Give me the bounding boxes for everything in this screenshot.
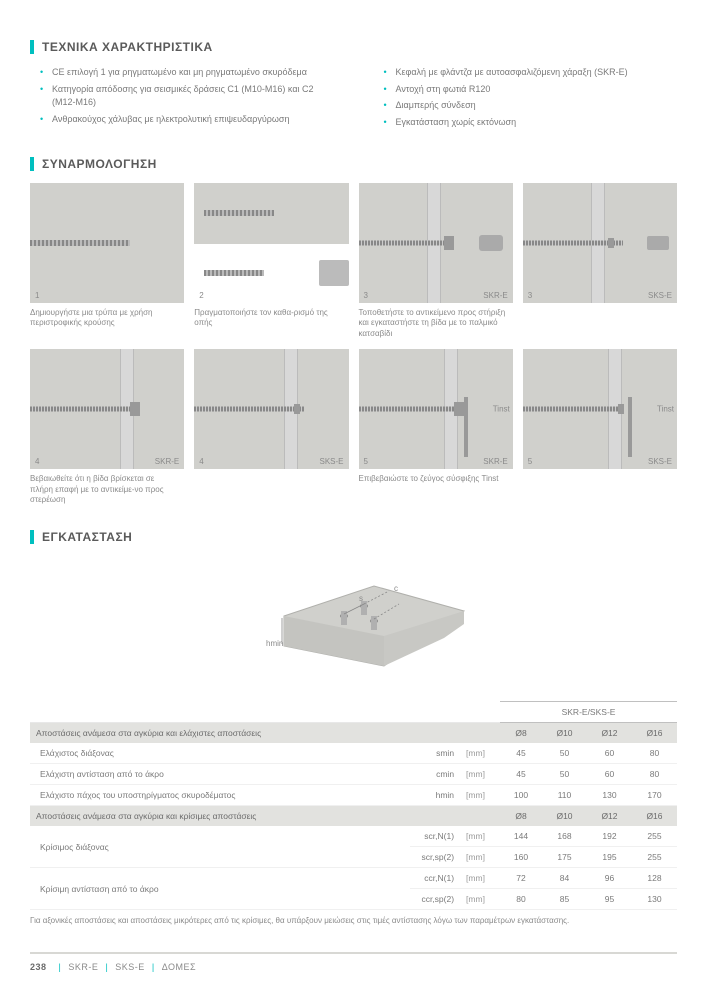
- feature-item: Ανθρακούχος χάλυβας με ηλεκτρολυτική επι…: [40, 113, 334, 127]
- features-title: ΤΕΧΝΙΚΑ ΧΑΡΑΚΤΗΡΙΣΤΙΚΑ: [42, 40, 213, 54]
- table-header-row: SKR-E/SKS-E: [30, 702, 677, 723]
- feature-item: Αντοχή στη φωτιά R120: [384, 83, 678, 97]
- step-3b-image: 3 SKS-E: [523, 183, 677, 303]
- table-section-row: Αποστάσεις ανάμεσα στα αγκύρια και ελάχι…: [30, 723, 677, 744]
- footer-sep-icon: |: [152, 962, 155, 972]
- feature-item: Διαμπερής σύνδεση: [384, 99, 678, 113]
- page-footer: 238 | SKR-E | SKS-E | ΔΟΜΕΣ: [30, 952, 677, 972]
- step-label: SKR-E: [483, 457, 507, 466]
- step-number: 4: [199, 457, 203, 466]
- installation-section: ΕΓΚΑΤΑΣΤΑΣΗ c s hmin SKR-E/SKS-E: [30, 530, 677, 926]
- section-title: Αποστάσεις ανάμεσα στα αγκύρια και ελάχι…: [30, 723, 410, 744]
- tinst-label: Tinst: [493, 405, 510, 414]
- step-2-caption: Πραγματοποιήστε τον καθα-ρισμό της οπής: [194, 308, 348, 329]
- assembly-grid: 1 Δημιουργήστε μια τρύπα με χρήση περιστ…: [30, 183, 677, 505]
- table-row: Ελάχιστη αντίσταση από το άκρο cmin [mm]…: [30, 764, 677, 785]
- features-header: ΤΕΧΝΙΚΑ ΧΑΡΑΚΤΗΡΙΣΤΙΚΑ: [30, 40, 677, 54]
- step-5a-image: Tinst 5 SKR-E: [359, 349, 513, 469]
- footer-part: SKS-E: [115, 962, 145, 972]
- step-number: 3: [364, 291, 368, 300]
- step-number: 4: [35, 457, 39, 466]
- feature-item: CE επιλογή 1 για ρηγματωμένο και μη ρηγμ…: [40, 66, 334, 80]
- spec-table: SKR-E/SKS-E Αποστάσεις ανάμεσα στα αγκύρ…: [30, 701, 677, 910]
- assembly-step-4b: 4 SKS-E: [194, 349, 348, 505]
- step-3-caption: Τοποθετήστε το αντικείμενο προς στήριξη …: [359, 308, 513, 339]
- installation-title: ΕΓΚΑΤΑΣΤΑΣΗ: [42, 530, 132, 544]
- table-section-row: Αποστάσεις ανάμεσα στα αγκύρια και κρίσι…: [30, 806, 677, 827]
- section-title: Αποστάσεις ανάμεσα στα αγκύρια και κρίσι…: [30, 806, 410, 827]
- step-label: SKS-E: [319, 457, 343, 466]
- features-section: ΤΕΧΝΙΚΑ ΧΑΡΑΚΤΗΡΙΣΤΙΚΑ CE επιλογή 1 για …: [30, 40, 677, 132]
- step-number: 5: [528, 457, 532, 466]
- footer-sep-icon: |: [105, 962, 108, 972]
- step-number: 5: [364, 457, 368, 466]
- step-number: 1: [35, 291, 39, 300]
- footer-part: ΔΟΜΕΣ: [162, 962, 196, 972]
- table-footnote: Για αξονικές αποστάσεις και αποστάσεις μ…: [30, 915, 677, 926]
- step-number: 2: [199, 291, 203, 300]
- assembly-header: ΣΥΝΑΡΜΟΛΟΓΗΣΗ: [30, 157, 677, 171]
- step-1-caption: Δημιουργήστε μια τρύπα με χρήση περιστρο…: [30, 308, 184, 329]
- step-number: 3: [528, 291, 532, 300]
- assembly-title: ΣΥΝΑΡΜΟΛΟΓΗΣΗ: [42, 157, 157, 171]
- diagram-label-c: c: [394, 584, 398, 593]
- diagram-label-hmin: hmin: [266, 639, 283, 648]
- concrete-block-icon: c s hmin: [234, 556, 474, 686]
- feature-item: Εγκατάσταση χωρίς εκτόνωση: [384, 116, 678, 130]
- step-5-caption: Επιβεβαιώστε το ζεύγος σύσφιξης Tinst: [359, 474, 513, 484]
- table-row: Ελάχιστο πάχος του υποστηρίγματος σκυροδ…: [30, 785, 677, 806]
- table-row: Κρίσιμος διάξονας scr,N(1) [mm] 144 168 …: [30, 826, 677, 847]
- step-label: SKR-E: [483, 291, 507, 300]
- assembly-section: ΣΥΝΑΡΜΟΛΟΓΗΣΗ 1 Δημιουργήστε μια τρύπα μ…: [30, 157, 677, 505]
- step-label: SKS-E: [648, 457, 672, 466]
- assembly-row: 1 Δημιουργήστε μια τρύπα με χρήση περιστ…: [30, 183, 677, 339]
- product-header: SKR-E/SKS-E: [500, 702, 677, 723]
- assembly-step-1: 1 Δημιουργήστε μια τρύπα με χρήση περιστ…: [30, 183, 184, 339]
- page-number: 238: [30, 962, 47, 972]
- accent-bar-icon: [30, 40, 34, 54]
- feature-item: Κεφαλή με φλάντζα με αυτοασφαλιζόμενη χά…: [384, 66, 678, 80]
- accent-bar-icon: [30, 157, 34, 171]
- features-col-right: Κεφαλή με φλάντζα με αυτοασφαλιζόμενη χά…: [374, 66, 678, 132]
- assembly-step-5a: Tinst 5 SKR-E Επιβεβαιώστε το ζεύγος σύσ…: [359, 349, 513, 505]
- step-3a-image: 3 SKR-E: [359, 183, 513, 303]
- step-4b-image: 4 SKS-E: [194, 349, 348, 469]
- assembly-step-2: 2 Πραγματοποιήστε τον καθα-ρισμό της οπή…: [194, 183, 348, 339]
- assembly-step-3b: 3 SKS-E: [523, 183, 677, 339]
- step-4-caption: Βεβαιωθείτε ότι η βίδα βρίσκεται σε πλήρ…: [30, 474, 184, 505]
- accent-bar-icon: [30, 530, 34, 544]
- step-5b-image: Tinst 5 SKS-E: [523, 349, 677, 469]
- footer-sep-icon: |: [59, 962, 62, 972]
- step-label: SKR-E: [155, 457, 179, 466]
- features-col-left: CE επιλογή 1 για ρηγματωμένο και μη ρηγμ…: [30, 66, 334, 132]
- feature-item: Κατηγορία απόδοσης για σεισμικές δράσεις…: [40, 83, 334, 110]
- installation-header: ΕΓΚΑΤΑΣΤΑΣΗ: [30, 530, 677, 544]
- tinst-label: Tinst: [657, 405, 674, 414]
- diagram-label-s: s: [359, 594, 363, 603]
- assembly-step-3a: 3 SKR-E Τοποθετήστε το αντικείμενο προς …: [359, 183, 513, 339]
- step-1-image: 1: [30, 183, 184, 303]
- assembly-step-5b: Tinst 5 SKS-E: [523, 349, 677, 505]
- step-4a-image: 4 SKR-E: [30, 349, 184, 469]
- step-label: SKS-E: [648, 291, 672, 300]
- assembly-row: 4 SKR-E Βεβαιωθείτε ότι η βίδα βρίσκεται…: [30, 349, 677, 505]
- features-columns: CE επιλογή 1 για ρηγματωμένο και μη ρηγμ…: [30, 66, 677, 132]
- footer-part: SKR-E: [68, 962, 98, 972]
- table-row: Κρίσιμη αντίσταση από το άκρο ccr,N(1) […: [30, 868, 677, 889]
- installation-diagram: c s hmin: [30, 556, 677, 686]
- step-2-image: 2: [194, 183, 348, 303]
- table-row: Ελάχιστος διάξονας smin [mm] 45 50 60 80: [30, 743, 677, 764]
- assembly-step-4a: 4 SKR-E Βεβαιωθείτε ότι η βίδα βρίσκεται…: [30, 349, 184, 505]
